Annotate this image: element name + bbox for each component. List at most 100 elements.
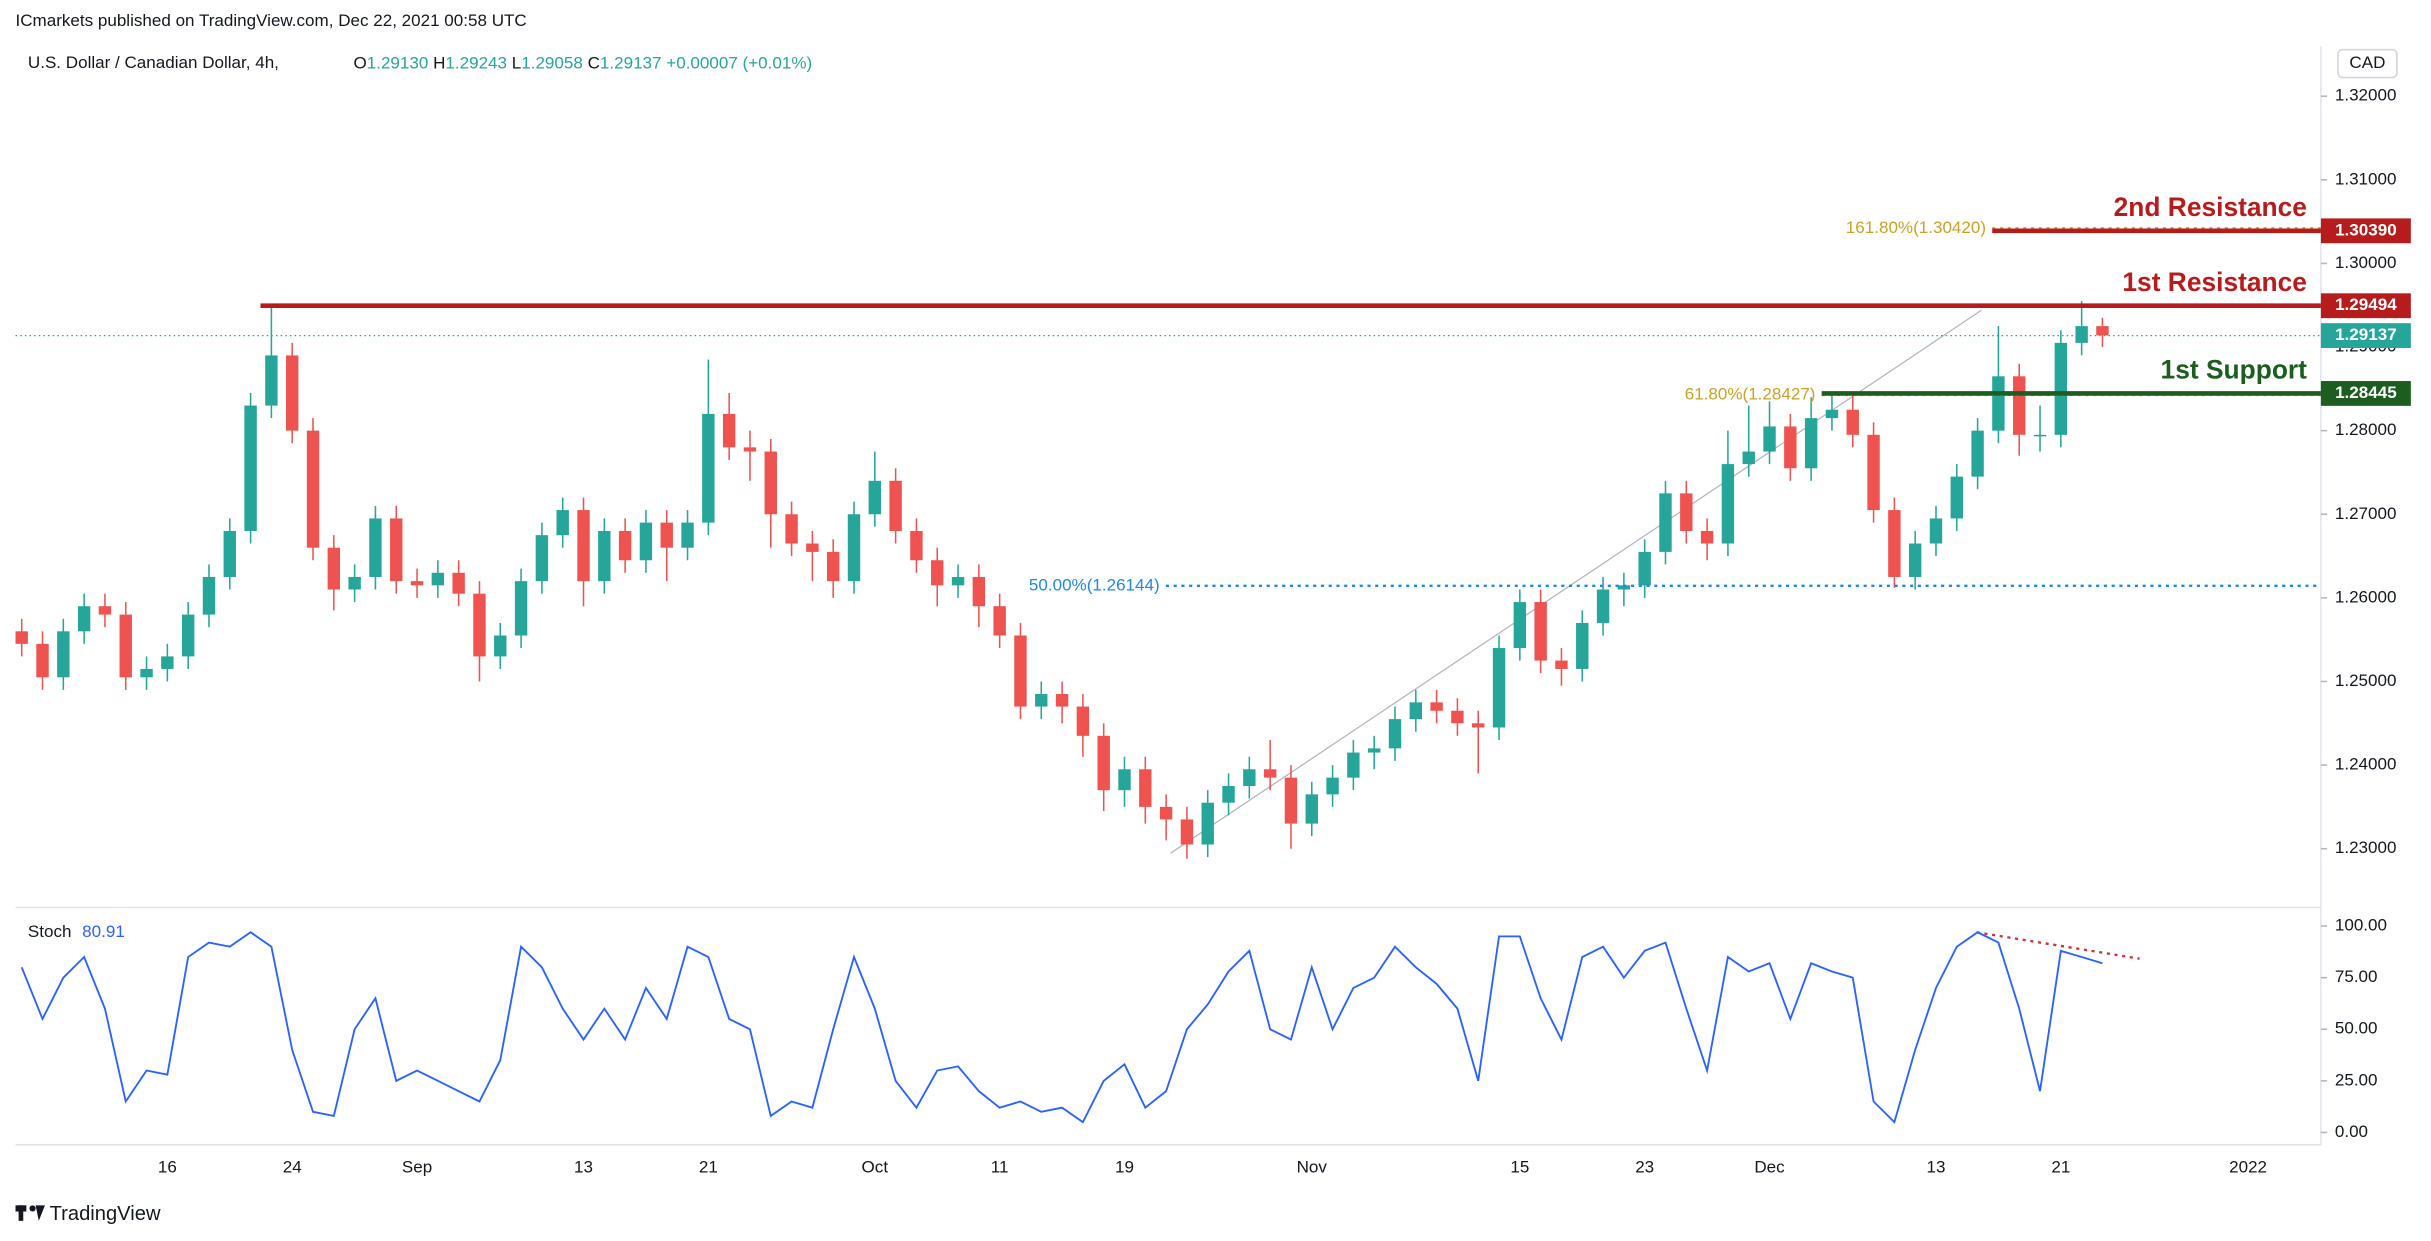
- candle-body: [1742, 451, 1755, 465]
- candle-body: [327, 547, 341, 590]
- candle-body: [1617, 585, 1631, 590]
- candle-body: [764, 451, 777, 515]
- indicator-value: 80.91: [82, 922, 125, 941]
- candle-body: [348, 576, 361, 590]
- ohlc-key: L: [512, 53, 521, 72]
- currency: CAD: [2349, 53, 2385, 72]
- candle-body: [1950, 476, 1963, 519]
- candle-body: [244, 405, 257, 531]
- candle-body: [1222, 785, 1235, 803]
- brand-name: TradingView: [50, 1203, 161, 1225]
- ohlc-key: H: [433, 53, 445, 72]
- ohlc-change: +0.00007 (+0.01%): [666, 53, 812, 72]
- candle-body: [1534, 602, 1547, 661]
- y-tick-label: 1.28000: [2335, 420, 2397, 439]
- level-name: 1st Support: [2161, 355, 2308, 385]
- candle-body: [681, 522, 694, 548]
- currency-box: [2337, 48, 2398, 79]
- stoch-line: [20, 931, 2103, 1124]
- candle-body: [826, 551, 840, 582]
- candle-body: [1035, 694, 1048, 707]
- ohlc-value: 1.29130: [367, 53, 429, 72]
- candle-body: [618, 530, 632, 561]
- candle-body: [993, 606, 1006, 636]
- candle-body: [1367, 748, 1381, 753]
- ohlc-value: 1.29058: [521, 53, 583, 72]
- candle-body: [1784, 426, 1797, 469]
- x-tick-label: 16: [158, 1158, 177, 1177]
- candle-body: [1409, 702, 1423, 720]
- fib-label: 50.00%(1.26144): [1029, 575, 1160, 594]
- candle-body: [972, 576, 986, 607]
- ohlc-key: C: [588, 53, 600, 72]
- candle-body: [223, 530, 236, 577]
- candle-body: [639, 522, 653, 561]
- y-tick-label: 1.24000: [2335, 755, 2397, 774]
- symbol-title: U.S. Dollar / Canadian Dollar, 4h,: [28, 53, 279, 72]
- level-price-box: [2320, 381, 2411, 406]
- x-tick-label: 11: [991, 1158, 1009, 1177]
- candle-body: [1388, 719, 1402, 749]
- candle-body: [1180, 819, 1194, 845]
- candle-body: [1680, 493, 1693, 531]
- y-tick-label: 0.00: [2335, 1122, 2368, 1141]
- candle-body: [1284, 777, 1298, 824]
- logo-mark: [35, 1205, 45, 1221]
- candle-body: [556, 510, 569, 536]
- candle-body: [660, 522, 673, 548]
- candle-body: [1263, 769, 1277, 778]
- candle-body: [1118, 769, 1131, 791]
- candle-body: [1992, 376, 2005, 431]
- ohlc-readout: O1.29130 H1.29243 L1.29058 C1.29137 +0.0…: [353, 53, 812, 72]
- candle-body: [494, 635, 507, 657]
- candle-body: [1451, 710, 1464, 724]
- candle-body: [1513, 602, 1527, 649]
- publish-info: ICmarkets published on TradingView.com, …: [16, 11, 527, 30]
- candle-body: [2096, 326, 2109, 336]
- x-tick-label: 13: [1927, 1158, 1946, 1177]
- candle-body: [1700, 530, 1714, 544]
- y-tick-label: 1.30000: [2335, 253, 2397, 272]
- level-price-label: 1.30390: [2335, 220, 2397, 239]
- y-tick-label: 100.00: [2335, 916, 2387, 935]
- level-price-box: [2320, 293, 2411, 319]
- candle-body: [577, 510, 590, 582]
- logo-mark: [29, 1205, 36, 1212]
- x-tick-label: Dec: [1754, 1158, 1785, 1177]
- candle-body: [702, 413, 715, 523]
- candle-body: [1139, 769, 1152, 807]
- last-price-label: 1.29137: [2335, 325, 2397, 344]
- candle-body: [1576, 622, 1589, 669]
- ohlc-key: O: [353, 53, 366, 72]
- candle-body: [473, 593, 486, 657]
- candle-body: [431, 572, 445, 586]
- x-tick-label: Oct: [862, 1158, 889, 1177]
- candle-body: [1804, 418, 1818, 469]
- candle-body: [514, 581, 528, 636]
- candle-body: [369, 518, 382, 577]
- x-tick-label: Nov: [1297, 1158, 1328, 1177]
- x-tick-label: 21: [2051, 1158, 2070, 1177]
- y-tick-label: 25.00: [2335, 1070, 2378, 1089]
- ohlc-value: 1.29243: [445, 53, 507, 72]
- last-price-box: [2320, 323, 2411, 348]
- x-tick-label: 24: [283, 1158, 302, 1177]
- trend-line: [1170, 309, 1982, 854]
- candle-body: [390, 518, 403, 582]
- x-tick-label: 19: [1115, 1158, 1134, 1177]
- candle-body: [1555, 660, 1568, 669]
- candle-body: [1201, 802, 1214, 845]
- logo-mark: [18, 1205, 24, 1221]
- candle-body: [140, 668, 153, 678]
- candle-body: [161, 656, 174, 669]
- candle-body: [2013, 376, 2026, 435]
- candle-body: [2033, 434, 2047, 437]
- candle-body: [722, 413, 736, 448]
- candle-body: [1055, 694, 1069, 707]
- candle-body: [1763, 426, 1776, 452]
- candle-body: [36, 643, 49, 678]
- y-tick-label: 1.25000: [2335, 671, 2397, 690]
- candle-body: [889, 480, 902, 531]
- candle-body: [1638, 551, 1651, 586]
